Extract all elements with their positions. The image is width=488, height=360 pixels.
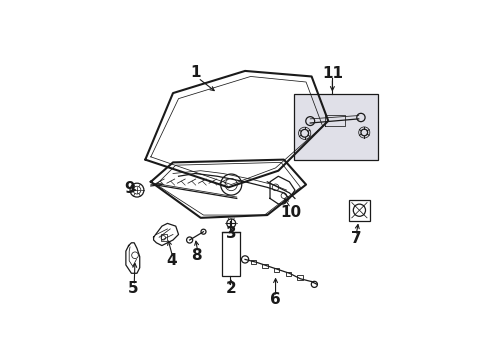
- Bar: [297, 275, 302, 280]
- Text: 7: 7: [350, 231, 361, 246]
- Text: 2: 2: [225, 281, 236, 296]
- Text: 9: 9: [124, 181, 135, 196]
- Text: 3: 3: [225, 226, 236, 240]
- Bar: [262, 264, 267, 268]
- Text: 6: 6: [270, 292, 281, 307]
- Bar: [221, 232, 239, 276]
- Bar: [160, 234, 167, 242]
- FancyBboxPatch shape: [293, 94, 377, 159]
- Text: 5: 5: [127, 281, 138, 296]
- Text: 4: 4: [166, 253, 177, 268]
- Text: 8: 8: [191, 248, 202, 263]
- Text: 1: 1: [189, 65, 200, 80]
- Bar: [348, 200, 369, 221]
- Bar: [273, 268, 279, 272]
- Bar: [250, 260, 256, 264]
- Text: 11: 11: [321, 66, 342, 81]
- Bar: [285, 271, 290, 276]
- Text: 10: 10: [280, 205, 301, 220]
